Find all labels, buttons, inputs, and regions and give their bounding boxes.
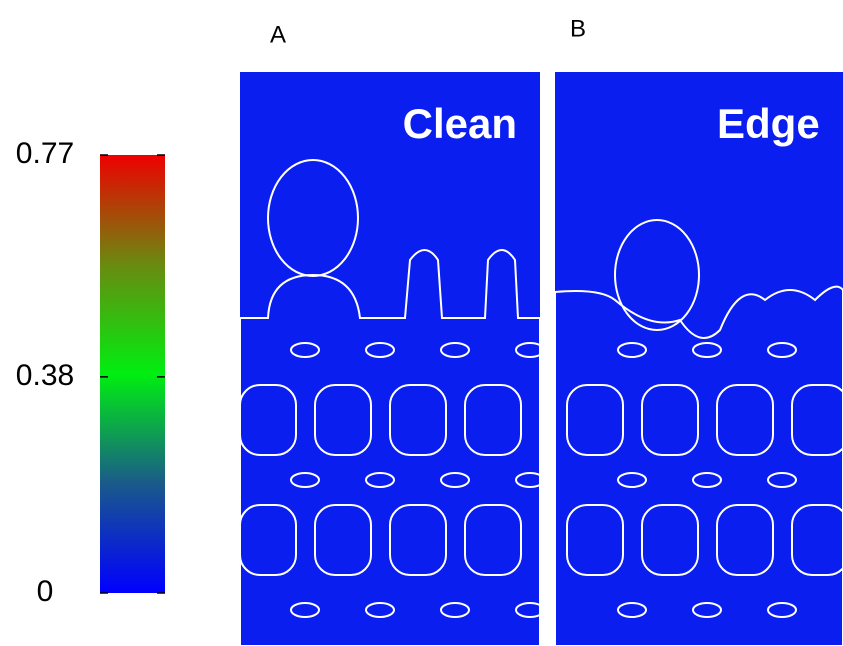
colorbar-tick-label: 0.77 [16, 137, 74, 170]
figure: A B Clean Edge 0 0.38 0.77 [0, 0, 843, 646]
colorbar-tick-label: 0.38 [16, 359, 74, 392]
panel-label: B [570, 15, 586, 42]
panel-label: A [270, 21, 286, 48]
colorbar [100, 155, 165, 593]
map-background [555, 72, 843, 646]
colorbar-tick-label: 0 [37, 575, 54, 608]
panel-title: Edge [717, 100, 820, 147]
panel-title: Clean [403, 100, 517, 147]
panel-b-map [555, 72, 843, 646]
